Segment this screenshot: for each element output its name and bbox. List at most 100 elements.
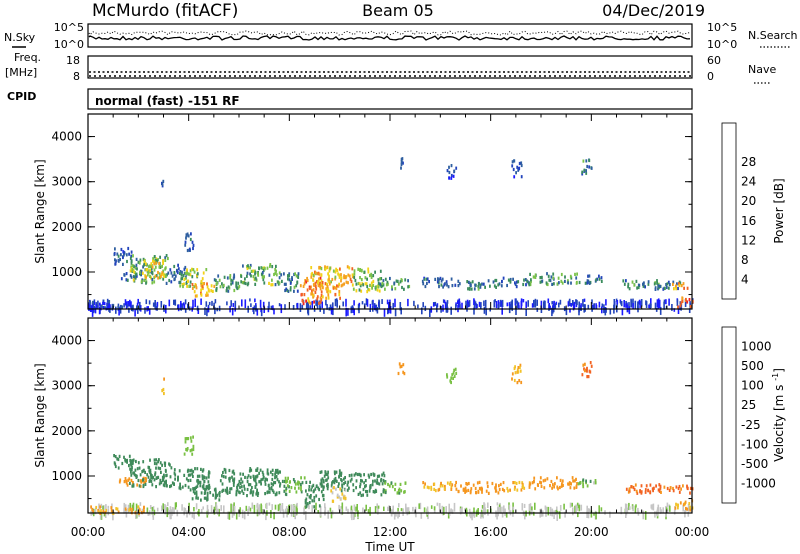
echo-cell bbox=[177, 267, 180, 271]
echo-cell bbox=[684, 500, 687, 504]
echo-cell bbox=[515, 171, 517, 175]
scatter-cell bbox=[135, 510, 137, 519]
echo-cell bbox=[590, 166, 593, 170]
scatter-cell bbox=[407, 507, 410, 512]
echo-cell bbox=[363, 270, 366, 274]
scatter-cell bbox=[239, 507, 241, 515]
echo-cell bbox=[133, 264, 135, 268]
echo-cell bbox=[210, 284, 213, 288]
echo-cell bbox=[586, 484, 589, 488]
echo-cell bbox=[159, 255, 161, 259]
echo-cell bbox=[275, 470, 278, 474]
echo-cell bbox=[465, 489, 468, 493]
scatter-cell bbox=[183, 507, 185, 516]
echo-cell bbox=[147, 465, 150, 469]
echo-cell bbox=[192, 246, 194, 251]
echo-cell bbox=[161, 182, 164, 186]
echo-cell bbox=[487, 279, 490, 283]
scatter-cell bbox=[154, 300, 156, 309]
scatter-cell bbox=[540, 300, 543, 309]
echo-cell bbox=[513, 366, 516, 371]
echo-cell bbox=[184, 240, 187, 244]
echo-cell bbox=[674, 285, 677, 289]
echo-cell bbox=[594, 479, 597, 483]
echo-cell bbox=[319, 287, 322, 291]
echo-cell bbox=[173, 482, 175, 486]
echo-cell bbox=[243, 487, 246, 491]
echo-cell bbox=[634, 483, 637, 487]
echo-cell bbox=[509, 488, 511, 492]
echo-cell bbox=[506, 486, 509, 491]
scatter-cell bbox=[632, 298, 634, 307]
echo-cell bbox=[141, 271, 144, 275]
echo-cell bbox=[300, 488, 302, 492]
echo-cell bbox=[283, 479, 286, 484]
y-tick-label: 2000 bbox=[51, 424, 82, 438]
scatter-cell bbox=[433, 506, 436, 511]
echo-cell bbox=[132, 458, 135, 462]
echo-cell bbox=[407, 285, 409, 289]
echo-cell bbox=[313, 495, 316, 500]
echo-cell bbox=[686, 300, 689, 304]
echo-cell bbox=[151, 271, 154, 275]
echo-cell bbox=[143, 278, 146, 282]
scatter-cell bbox=[682, 504, 684, 512]
echo-cell bbox=[399, 280, 402, 284]
echo-cell bbox=[184, 265, 187, 270]
scatter-cell bbox=[518, 305, 520, 310]
scatter-cell bbox=[568, 298, 571, 306]
echo-cell bbox=[195, 485, 198, 489]
scatter-cell bbox=[244, 299, 247, 308]
echo-cell bbox=[442, 285, 444, 289]
echo-cell bbox=[228, 490, 231, 494]
echo-cell bbox=[254, 485, 257, 489]
echo-cell bbox=[487, 491, 490, 495]
echo-cell bbox=[585, 169, 587, 173]
scatter-cell bbox=[583, 298, 586, 302]
scatter-cell bbox=[555, 301, 558, 305]
echo-cell bbox=[382, 478, 385, 483]
echo-cell bbox=[465, 482, 468, 486]
scatter-cell bbox=[123, 502, 126, 510]
scatter-cell bbox=[99, 511, 102, 520]
echo-cell bbox=[376, 288, 379, 292]
colorbar-tick-label: 1000 bbox=[741, 340, 772, 354]
echo-cell bbox=[275, 269, 277, 273]
echo-cell bbox=[240, 477, 243, 481]
echo-cell bbox=[186, 232, 189, 236]
echo-cell bbox=[335, 479, 338, 483]
echo-cell bbox=[129, 458, 132, 462]
echo-cell bbox=[583, 168, 586, 172]
freq-strip bbox=[87, 55, 693, 79]
echo-cell bbox=[217, 274, 220, 278]
echo-cell bbox=[137, 478, 140, 483]
echo-cell bbox=[623, 282, 626, 286]
echo-cell bbox=[204, 487, 206, 492]
echo-cell bbox=[254, 276, 257, 280]
scatter-cell bbox=[394, 298, 396, 308]
echo-cell bbox=[335, 487, 337, 491]
echo-cell bbox=[586, 279, 589, 283]
scatter-cell bbox=[389, 306, 392, 314]
scatter-cell bbox=[457, 300, 460, 307]
echo-cell bbox=[158, 458, 160, 462]
scatter-cell bbox=[220, 505, 222, 511]
echo-cell bbox=[460, 484, 462, 488]
echo-cell bbox=[320, 290, 323, 294]
echo-cell bbox=[224, 468, 227, 472]
echo-cell bbox=[376, 478, 379, 482]
echo-cell bbox=[170, 271, 173, 275]
scatter-cell bbox=[637, 301, 639, 310]
echo-cell bbox=[438, 285, 440, 289]
echo-cell bbox=[678, 484, 681, 489]
echo-cell bbox=[125, 479, 128, 483]
echo-cell bbox=[238, 479, 241, 484]
echo-cell bbox=[192, 470, 195, 474]
echo-cell bbox=[546, 272, 548, 276]
cpid-label: CPID bbox=[7, 90, 36, 103]
scatter-cell bbox=[559, 505, 562, 511]
echo-cell bbox=[314, 281, 317, 285]
echo-cell bbox=[310, 292, 313, 296]
echo-cell bbox=[132, 483, 135, 487]
scatter-cell bbox=[273, 512, 275, 520]
